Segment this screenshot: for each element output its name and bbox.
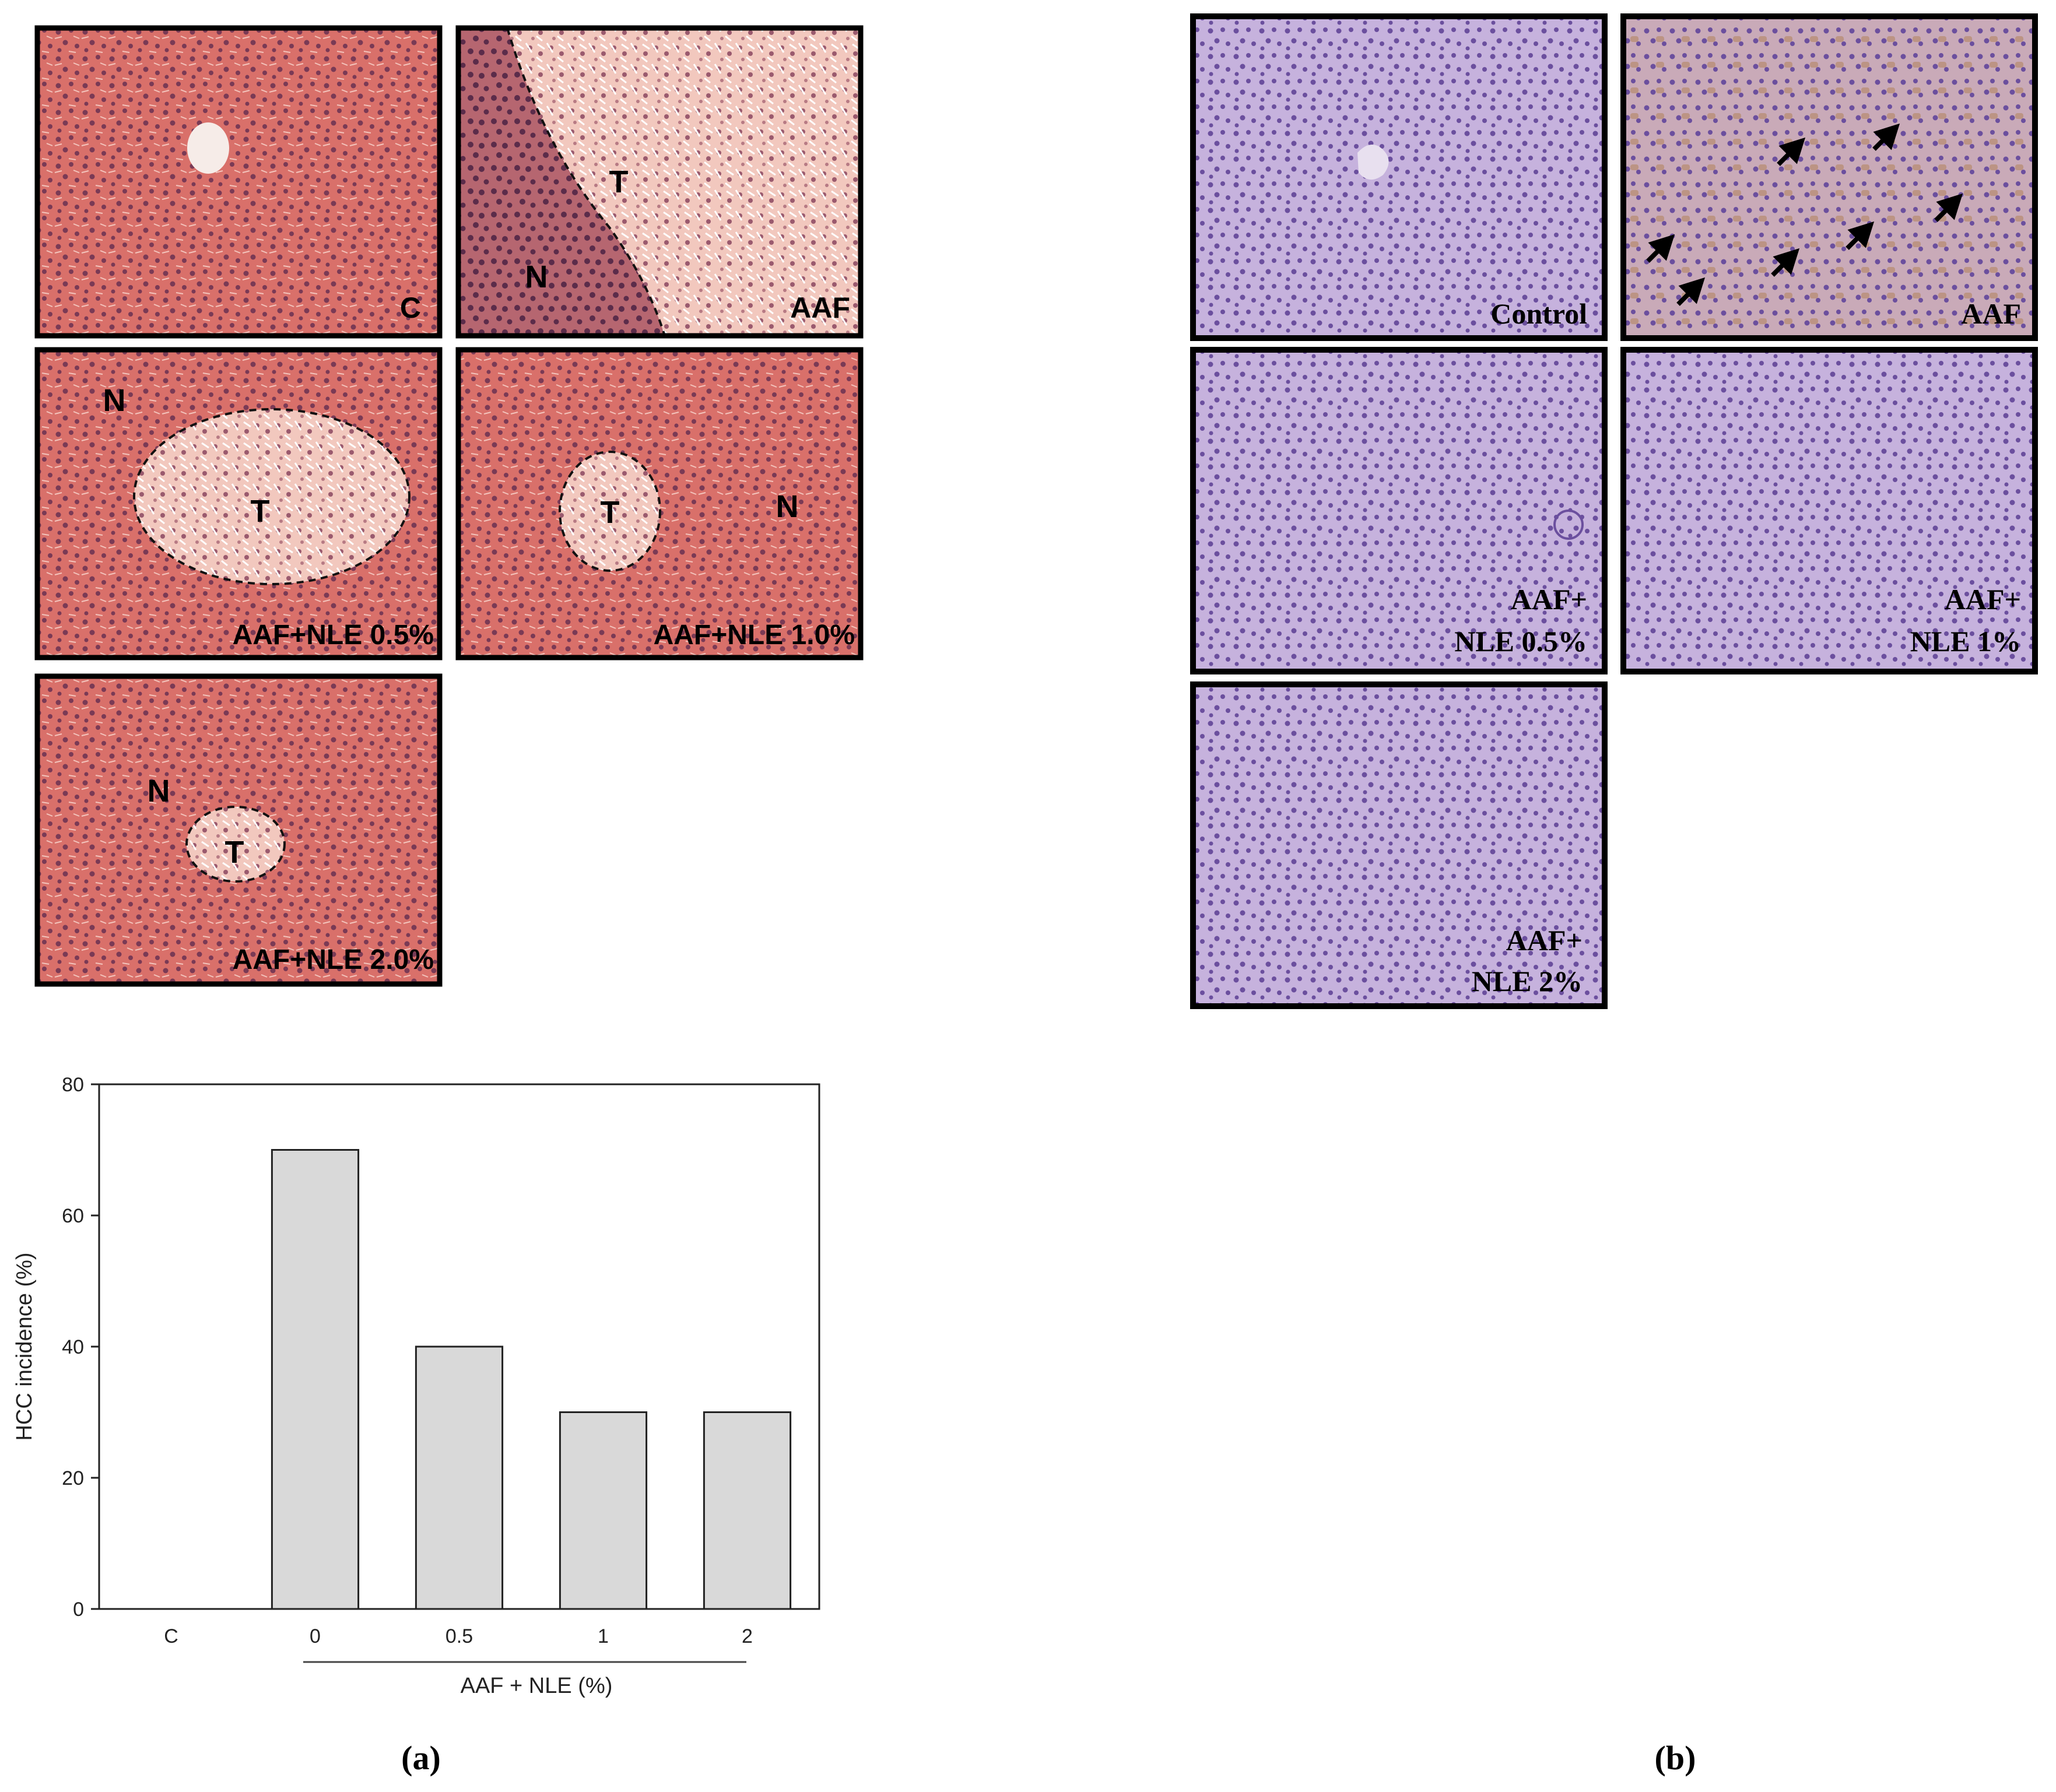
image-frame — [1190, 681, 1608, 1009]
panel-a-caption: (a) — [401, 1739, 441, 1777]
region-label-n: N — [776, 489, 799, 524]
region-label-n: N — [525, 259, 548, 294]
ihc-image-control: Control — [1190, 13, 1608, 341]
ihc-liver-section-icon — [1193, 16, 1605, 338]
image-label-line-2: NLE 2% — [1472, 965, 1583, 997]
y-tick-label: 20 — [62, 1467, 84, 1489]
hcc-incidence-chart: 0 20 40 60 80 C 0 0.5 1 2 AAF + NLE (%) HCC inci… — [12, 1074, 820, 1698]
x-tick-label: 1 — [598, 1625, 609, 1647]
image-label: AAF — [790, 291, 850, 324]
region-label-n: N — [148, 774, 170, 809]
positive-stain-arrows — [1646, 123, 1963, 306]
image-frame — [455, 25, 864, 339]
image-label: Control — [1490, 297, 1587, 330]
image-frame — [1620, 13, 2038, 341]
y-tick-label: 80 — [62, 1074, 84, 1096]
tumor-boundary — [559, 451, 661, 572]
x-tick-label: 2 — [742, 1625, 753, 1647]
x-axis-title: AAF + NLE (%) — [461, 1674, 613, 1698]
arrow-icon — [1846, 221, 1875, 250]
x-axis-ticks: C 0 0.5 1 2 — [164, 1625, 753, 1647]
image-label: C — [400, 291, 421, 324]
arrow-icon — [1676, 277, 1706, 306]
he-image-nle05: N T AAF+NLE 0.5% — [34, 347, 443, 660]
image-label: AAF+NLE 2.0% — [233, 944, 434, 975]
image-label-line-1: AAF+ — [1506, 924, 1583, 957]
image-frame — [1620, 347, 2038, 674]
he-image-aaf: T N AAF — [455, 25, 864, 339]
region-label-n: N — [103, 383, 126, 418]
ihc-image-aaf: AAF — [1620, 13, 2038, 341]
image-frame — [1190, 347, 1608, 674]
tumor-boundary — [185, 806, 286, 883]
y-tick-label: 60 — [62, 1205, 84, 1227]
ihc-image-nle05: AAF+ NLE 0.5% — [1190, 347, 1608, 674]
region-label-t: T — [251, 494, 270, 529]
arrow-icon — [1646, 234, 1675, 263]
x-tick-label: 0.5 — [445, 1625, 473, 1647]
he-liver-section-icon — [37, 28, 440, 336]
image-frame — [455, 347, 864, 660]
region-label-t: T — [601, 495, 620, 530]
image-frame — [34, 347, 443, 660]
region-label-t: T — [225, 835, 244, 870]
image-label: AAF — [1961, 297, 2021, 330]
image-label-line-2: NLE 0.5% — [1454, 625, 1587, 658]
y-axis: 0 20 40 60 80 — [62, 1074, 99, 1621]
y-axis-title: HCC incidence (%) — [12, 1252, 37, 1440]
image-label: AAF+NLE 0.5% — [233, 620, 434, 651]
y-tick-label: 40 — [62, 1336, 84, 1358]
arrow-icon — [1872, 123, 1900, 151]
bar-1 — [559, 1411, 648, 1610]
tumor-boundary — [506, 27, 666, 336]
he-image-nle20: N T AAF+NLE 2.0% — [34, 673, 443, 987]
image-frame — [34, 673, 443, 987]
image-label-line-2: NLE 1% — [1910, 625, 2021, 658]
he-image-nle10: T N AAF+NLE 1.0% — [455, 347, 864, 660]
ihc-liver-section-icon — [1623, 350, 2035, 672]
region-label-t: T — [609, 164, 629, 199]
image-label-line-1: AAF+ — [1945, 583, 2021, 616]
he-image-c: C — [34, 25, 443, 339]
central-vein — [187, 122, 229, 174]
normal-tissue-region — [458, 28, 665, 336]
image-label: AAF+NLE 1.0% — [654, 620, 855, 651]
bar-0 — [271, 1149, 360, 1610]
tumor-nodule — [134, 409, 409, 584]
tumor-nodule — [187, 807, 285, 881]
vessel-outline — [1553, 510, 1584, 540]
bars — [271, 1149, 792, 1610]
ihc-liver-section-icon — [1193, 684, 1605, 1006]
arrow-icon — [1934, 193, 1963, 222]
tumor-nodule — [560, 452, 660, 571]
y-tick-label: 0 — [73, 1598, 84, 1621]
image-frame — [1190, 13, 1608, 341]
arrow-icon — [1777, 137, 1806, 166]
panel-b-caption: (b) — [1655, 1739, 1696, 1777]
x-tick-label: 0 — [310, 1625, 321, 1647]
bar-2 — [703, 1411, 792, 1610]
image-label-line-1: AAF+ — [1511, 583, 1587, 616]
bar-0.5 — [415, 1345, 504, 1610]
arrow-icon — [1771, 248, 1800, 277]
central-vein — [1357, 144, 1389, 180]
ihc-image-nle1: AAF+ NLE 1% — [1620, 347, 2038, 674]
tumor-boundary — [133, 408, 411, 585]
x-tick-label: C — [164, 1625, 178, 1647]
image-frame — [34, 25, 443, 339]
ihc-image-nle2: AAF+ NLE 2% — [1190, 681, 1608, 1009]
ihc-liver-section-icon — [1193, 350, 1605, 672]
